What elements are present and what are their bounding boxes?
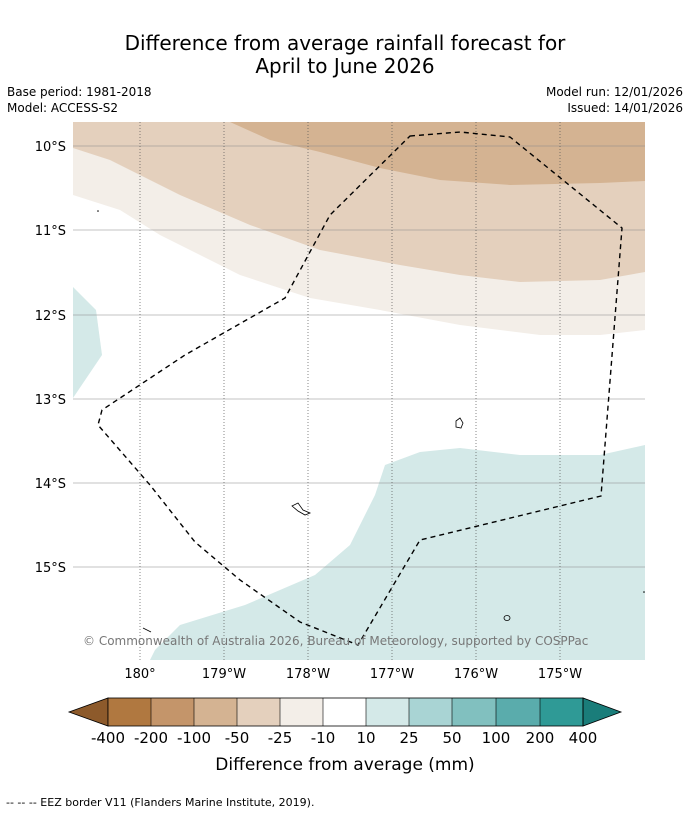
island-west [291, 502, 312, 516]
colorbar-tick: 400 [569, 729, 598, 747]
lat-label-11s: 11°S [35, 224, 66, 239]
colorbar-bin-3 [194, 698, 237, 726]
colorbar-bin-2 [151, 698, 194, 726]
colorbar-tick: 25 [399, 729, 418, 747]
lon-label-180: 180° [124, 667, 155, 682]
wet-anomaly-region [150, 445, 645, 660]
colorbar-tick: 100 [482, 729, 511, 747]
colorbar-bin-8 [409, 698, 452, 726]
lon-label-177w: 177°W [370, 667, 414, 682]
colorbar-bin-1 [108, 698, 151, 726]
lat-label-10s: 10°S [35, 140, 66, 155]
lon-label-178w: 178°W [286, 667, 330, 682]
chart-title-line2: April to June 2026 [255, 54, 435, 78]
colorbar-bin-11 [540, 698, 583, 726]
island-dot-northwest [97, 210, 99, 212]
lon-label-176w: 176°W [454, 667, 498, 682]
chart-title-line1: Difference from average rainfall forecas… [124, 31, 566, 55]
colorbar-tick: -100 [177, 729, 211, 747]
colorbar-tick: 200 [526, 729, 555, 747]
copyright-text: © Commonwealth of Australia 2026, Bureau… [83, 634, 588, 648]
colorbar-bin-4 [237, 698, 280, 726]
lon-label-175w: 175°W [538, 667, 582, 682]
base-period: Base period: 1981-2018 [7, 85, 152, 99]
model-run: Model run: 12/01/2026 [545, 85, 683, 99]
colorbar [67, 697, 623, 727]
colorbar-tick: -200 [134, 729, 168, 747]
colorbar-bin-7 [366, 698, 409, 726]
colorbar-bin-5 [280, 698, 323, 726]
island-north [455, 417, 464, 429]
colorbar-extend-low [67, 697, 109, 727]
colorbar-tick: 50 [442, 729, 461, 747]
colorbar-extend-high [582, 697, 623, 727]
island-dot-east [643, 591, 645, 593]
colorbar-bin-9 [452, 698, 496, 726]
lat-label-15s: 15°S [35, 561, 66, 576]
island-reef-west [142, 627, 152, 633]
colorbar-title: Difference from average (mm) [215, 755, 474, 775]
colorbar-tick: -400 [91, 729, 125, 747]
issued-date: Issued: 14/01/2026 [567, 101, 683, 115]
lon-label-179w: 179°W [202, 667, 246, 682]
colorbar-bin-10 [496, 698, 540, 726]
dry-anomaly-band-strong [230, 122, 645, 185]
lat-label-13s: 13°S [35, 393, 66, 408]
island-south [503, 615, 511, 621]
eez-legend: -- -- -- EEZ border V11 (Flanders Marine… [6, 796, 315, 809]
model-name: Model: ACCESS-S2 [7, 101, 119, 115]
colorbar-bin-6 [323, 698, 366, 726]
colorbar-tick: -10 [311, 729, 336, 747]
colorbar-tick: -25 [268, 729, 293, 747]
lat-label-12s: 12°S [35, 309, 66, 324]
colorbar-tick: 10 [356, 729, 375, 747]
eez-border [97, 131, 623, 646]
colorbar-tick: -50 [225, 729, 250, 747]
latitude-gridlines [73, 145, 645, 568]
lat-label-14s: 14°S [35, 477, 66, 492]
